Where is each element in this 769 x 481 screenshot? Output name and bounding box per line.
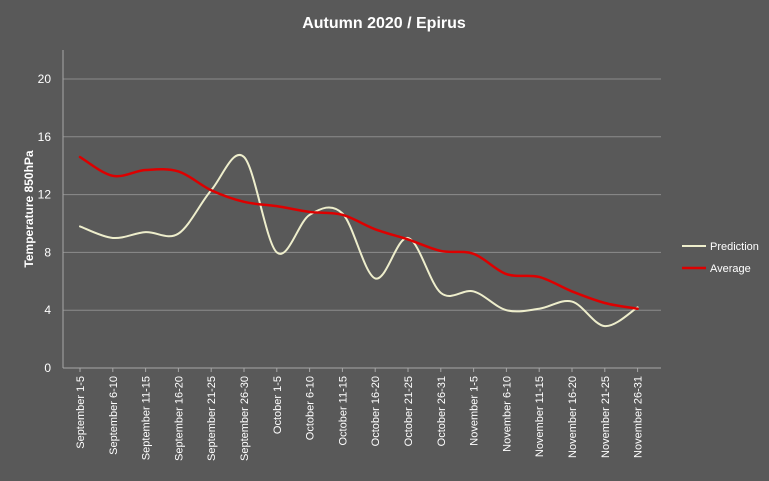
y-tick-label: 8 bbox=[44, 245, 51, 259]
y-tick-label: 0 bbox=[44, 361, 51, 375]
x-tick-label: October 1-5 bbox=[272, 376, 284, 434]
x-tick-label: September 26-30 bbox=[239, 376, 251, 461]
legend: Prediction Average bbox=[682, 241, 759, 275]
legend-label-average: Average bbox=[710, 263, 751, 275]
chart-title: Autumn 2020 / Epirus bbox=[302, 15, 466, 32]
x-tick-label: October 6-10 bbox=[305, 376, 317, 440]
x-tick-label: October 21-25 bbox=[403, 376, 415, 446]
y-tick-label: 4 bbox=[44, 303, 51, 317]
x-tick-label: September 21-25 bbox=[206, 376, 218, 461]
x-tick-labels: September 1-5 September 6-10 September 11-… bbox=[75, 376, 645, 461]
x-tick-label: November 1-5 bbox=[469, 376, 481, 446]
x-tick-label: November 11-15 bbox=[534, 376, 546, 457]
x-tick-label: November 16-20 bbox=[567, 376, 579, 458]
grid-lines bbox=[63, 78, 661, 311]
y-tick-label: 20 bbox=[38, 72, 52, 86]
x-tick-label: September 11-15 bbox=[141, 376, 153, 460]
x-tick-label: November 6-10 bbox=[501, 376, 513, 452]
x-tick-label: September 16-20 bbox=[173, 376, 185, 461]
x-tick-label: November 26-31 bbox=[633, 376, 645, 458]
x-tick-label: September 6-10 bbox=[108, 376, 120, 455]
y-axis-label: Temperature 850hPa bbox=[22, 150, 36, 267]
x-tick-label: November 21-25 bbox=[600, 376, 612, 458]
x-tick-label: September 1-5 bbox=[75, 376, 87, 449]
x-tick-label: October 11-15 bbox=[337, 376, 349, 446]
series-lines bbox=[78, 154, 639, 328]
series-line-average bbox=[78, 155, 639, 310]
series-line-prediction bbox=[79, 154, 639, 328]
y-tick-label: 12 bbox=[38, 188, 52, 202]
x-tick-label: October 26-31 bbox=[436, 376, 448, 446]
y-tick-label: 16 bbox=[38, 130, 52, 144]
axes bbox=[62, 50, 661, 372]
legend-label-prediction: Prediction bbox=[710, 241, 759, 253]
y-tick-labels: 0 4 8 12 16 20 bbox=[38, 72, 52, 375]
x-tick-label: October 16-20 bbox=[370, 376, 382, 446]
